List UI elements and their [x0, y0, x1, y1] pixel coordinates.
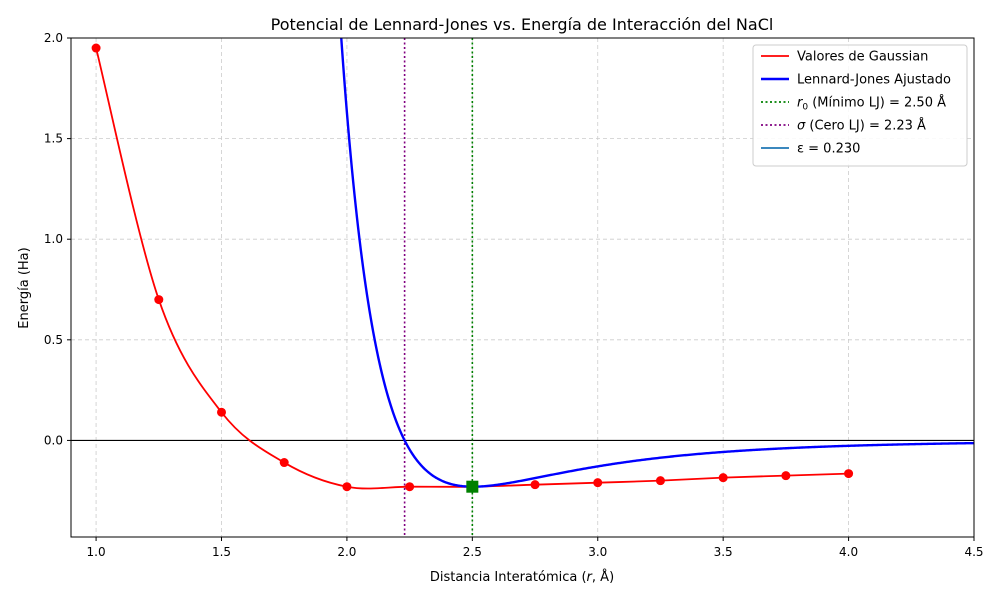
- x-tick-label: 2.5: [463, 545, 482, 559]
- y-tick-label: 2.0: [44, 31, 63, 45]
- gaussian-data-point: [718, 473, 728, 483]
- x-tick-label: 2.0: [337, 545, 356, 559]
- chart-title: Potencial de Lennard-Jones vs. Energía d…: [271, 15, 774, 34]
- legend-label: ε = 0.230: [797, 142, 860, 157]
- gaussian-data-point: [279, 458, 289, 468]
- gaussian-data-point: [154, 295, 164, 305]
- legend: Valores de Gaussian Lennard-Jones Ajustad…: [752, 44, 968, 167]
- x-tick-label: 3.5: [714, 545, 733, 559]
- x-tick-label: 1.0: [87, 545, 106, 559]
- gaussian-data-point: [593, 478, 603, 488]
- lj-minimum-marker: [466, 480, 479, 493]
- gaussian-data-point: [844, 469, 854, 479]
- plot-area: [71, 38, 974, 537]
- gaussian-data-point: [342, 482, 352, 492]
- legend-box: [752, 44, 968, 167]
- x-axis-title: Distancia Interatómica (r, Å): [430, 569, 614, 585]
- y-tick-label: 0.5: [44, 333, 63, 347]
- y-axis-title: Energía (Ha): [17, 247, 32, 328]
- gaussian-data-point: [217, 407, 226, 417]
- gaussian-data-point: [530, 480, 540, 490]
- lennard-jones-curve: [340, 38, 974, 488]
- x-tick-label: 3.0: [588, 545, 607, 559]
- gaussian-data-point: [405, 482, 415, 492]
- x-tick-label: 4.5: [964, 545, 983, 559]
- legend-label: σ (Cero LJ) = 2.23 Å: [797, 118, 926, 134]
- gaussian-curve: [95, 47, 849, 490]
- x-tick-label: 4.0: [839, 545, 858, 559]
- y-tick-label: 1.0: [44, 232, 63, 246]
- gaussian-data-point: [781, 471, 791, 481]
- y-tick-label: 0.0: [44, 433, 63, 447]
- y-tick-label: 1.5: [44, 132, 63, 146]
- gaussian-data-point: [91, 43, 101, 53]
- x-tick-label: 1.5: [212, 545, 231, 559]
- legend-label: Valores de Gaussian: [797, 50, 928, 65]
- gaussian-data-point: [655, 476, 665, 486]
- axis-ticks: 1.0 1.5 2.0 2.5 3.0 3.5 4.0 4.5 0.0 0.5 1.0 1.5 2.0: [44, 31, 984, 559]
- legend-label: Lennard-Jones Ajustado: [797, 73, 951, 88]
- legend-label: r0 (Mínimo LJ) = 2.50 Å: [797, 95, 946, 113]
- plot-frame: [70, 37, 975, 538]
